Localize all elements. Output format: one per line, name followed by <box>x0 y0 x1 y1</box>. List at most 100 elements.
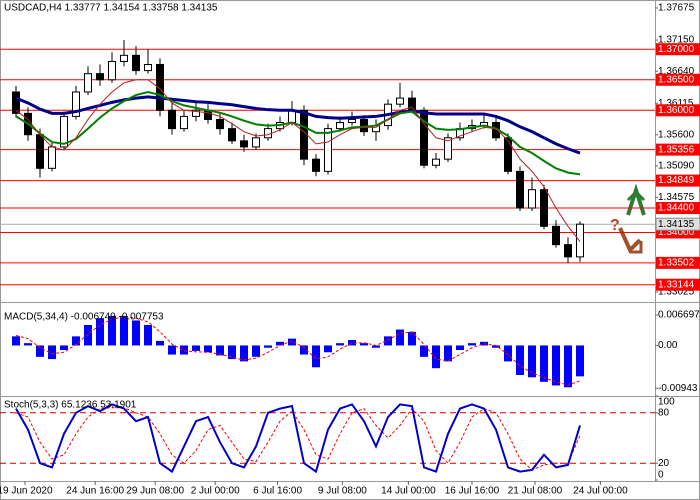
histogram-bar <box>131 320 140 346</box>
level-label-box <box>656 143 700 156</box>
candle-body <box>83 73 92 93</box>
histogram-bar <box>143 325 152 346</box>
candle-body <box>395 97 404 105</box>
current-price-label: 1.34135 <box>658 219 695 230</box>
histogram-bar <box>335 343 344 346</box>
candle-body <box>443 137 452 160</box>
level-label: 1.34849 <box>658 175 695 186</box>
candle-body <box>503 137 512 172</box>
histogram-bar <box>119 315 128 346</box>
indicator-line <box>15 403 581 474</box>
y-tick-label: 1.36115 <box>658 98 694 109</box>
histogram-bar <box>467 343 476 346</box>
level-label: 1.33144 <box>658 279 695 290</box>
y-tick-label: -0.00943 <box>658 383 698 394</box>
x-tick-label: 24 Jun 16:00 <box>66 486 124 497</box>
histogram-bar <box>395 329 404 346</box>
level-label-box <box>656 202 700 215</box>
histogram-bar <box>323 345 332 353</box>
histogram-bar <box>515 345 524 375</box>
histogram-bar <box>23 343 32 346</box>
histogram-bar <box>359 343 368 346</box>
histogram-bar <box>407 331 416 346</box>
histogram-bar <box>167 345 176 355</box>
candle-body <box>527 189 536 209</box>
candle-body <box>239 140 248 148</box>
histogram-bar <box>59 345 68 350</box>
candle-body <box>35 134 44 169</box>
histogram-bar <box>539 345 548 382</box>
candle-body <box>323 128 332 172</box>
macd-title: MACD(5,34,4) -0.006749 -0.007753 <box>4 312 164 323</box>
histogram-bar <box>251 345 260 357</box>
y-tick-label: 1.36640 <box>658 66 695 77</box>
histogram-bar <box>299 345 308 355</box>
histogram-bar <box>347 340 356 346</box>
candle-body <box>155 63 164 111</box>
y-tick-label: 1.37675 <box>658 3 695 14</box>
x-tick-label: 14 Jul 00:00 <box>381 486 436 497</box>
histogram-bar <box>383 336 392 346</box>
candle-body <box>563 244 572 258</box>
histogram-bar <box>503 345 512 362</box>
histogram-bar <box>563 345 572 388</box>
y-tick-label: 0 <box>658 470 664 481</box>
level-label-box <box>656 73 700 86</box>
x-tick-label: 29 Jun 08:00 <box>126 486 184 497</box>
histogram-bar <box>455 345 464 350</box>
candle-body <box>431 158 440 166</box>
histogram-bar <box>431 345 440 369</box>
candle-body <box>551 225 560 246</box>
histogram-bar <box>155 340 164 346</box>
candle-body <box>575 223 584 258</box>
indicator-line <box>15 79 581 242</box>
stoch-title: Stoch(5,3,3) 65.1236 53.1901 <box>4 400 137 411</box>
histogram-bar <box>527 345 536 378</box>
candle-body <box>539 189 548 227</box>
level-label: 1.33502 <box>658 257 695 268</box>
candle-body <box>47 146 56 169</box>
histogram-bar <box>311 345 320 368</box>
candle-body <box>11 91 20 114</box>
level-label: 1.37000 <box>658 44 695 55</box>
indicator-line <box>15 95 581 155</box>
histogram-bar <box>11 336 20 346</box>
y-tick-label: 80 <box>658 407 670 418</box>
level-label: 1.35356 <box>658 144 695 155</box>
histogram-bar <box>275 341 284 346</box>
histogram-bar <box>239 345 248 362</box>
y-tick-label: 1.37150 <box>658 35 695 46</box>
x-tick-label: 2 Jul 00:00 <box>191 486 240 497</box>
candle-body <box>515 170 524 209</box>
x-tick-label: 6 Jul 16:00 <box>253 486 302 497</box>
x-tick-label: 24 Jul 00:00 <box>573 486 628 497</box>
down-arrow-head <box>630 241 643 254</box>
y-tick-label: 20 <box>658 458 670 469</box>
chart-title: USDCAD,H4 1.33777 1.34154 1.33758 1.3413… <box>4 3 218 14</box>
up-arrow <box>626 183 646 216</box>
level-label-box <box>656 256 700 269</box>
x-tick-label: 9 Jul 08:00 <box>318 486 367 497</box>
level-label-box <box>656 43 700 56</box>
histogram-bar <box>263 345 272 348</box>
y-tick-label: 0.006697 <box>658 310 700 321</box>
indicator-line <box>15 90 581 176</box>
y-tick-label: 1.33025 <box>658 287 695 298</box>
histogram-bar <box>215 345 224 356</box>
candle-body <box>251 137 260 148</box>
histogram-bar <box>443 345 452 362</box>
candle-body <box>71 91 80 117</box>
candle-body <box>407 97 416 111</box>
y-tick-label: 1.34575 <box>658 192 695 203</box>
level-label: 1.34400 <box>658 203 695 214</box>
level-label: 1.34000 <box>658 227 695 238</box>
histogram-bar <box>35 345 44 357</box>
current-price-box <box>655 217 700 231</box>
histogram-bar <box>287 338 296 346</box>
level-label-box <box>656 174 700 187</box>
x-tick-label: 21 Jul 08:00 <box>508 486 563 497</box>
histogram-bar <box>191 345 200 351</box>
